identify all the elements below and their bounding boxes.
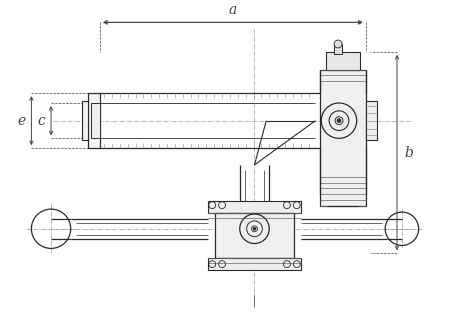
Circle shape xyxy=(334,40,342,48)
Bar xyxy=(320,69,365,206)
Bar xyxy=(208,201,301,213)
Bar xyxy=(208,258,301,270)
Circle shape xyxy=(337,119,341,123)
Text: c: c xyxy=(37,114,45,128)
Bar xyxy=(365,101,378,140)
Bar xyxy=(88,93,100,148)
Bar xyxy=(215,213,294,258)
Text: a: a xyxy=(229,3,237,18)
Bar xyxy=(91,103,100,138)
Text: e: e xyxy=(17,114,26,128)
Circle shape xyxy=(253,227,256,230)
Bar xyxy=(334,44,342,54)
Text: b: b xyxy=(405,146,414,160)
Bar xyxy=(326,52,360,69)
Bar xyxy=(82,101,88,140)
